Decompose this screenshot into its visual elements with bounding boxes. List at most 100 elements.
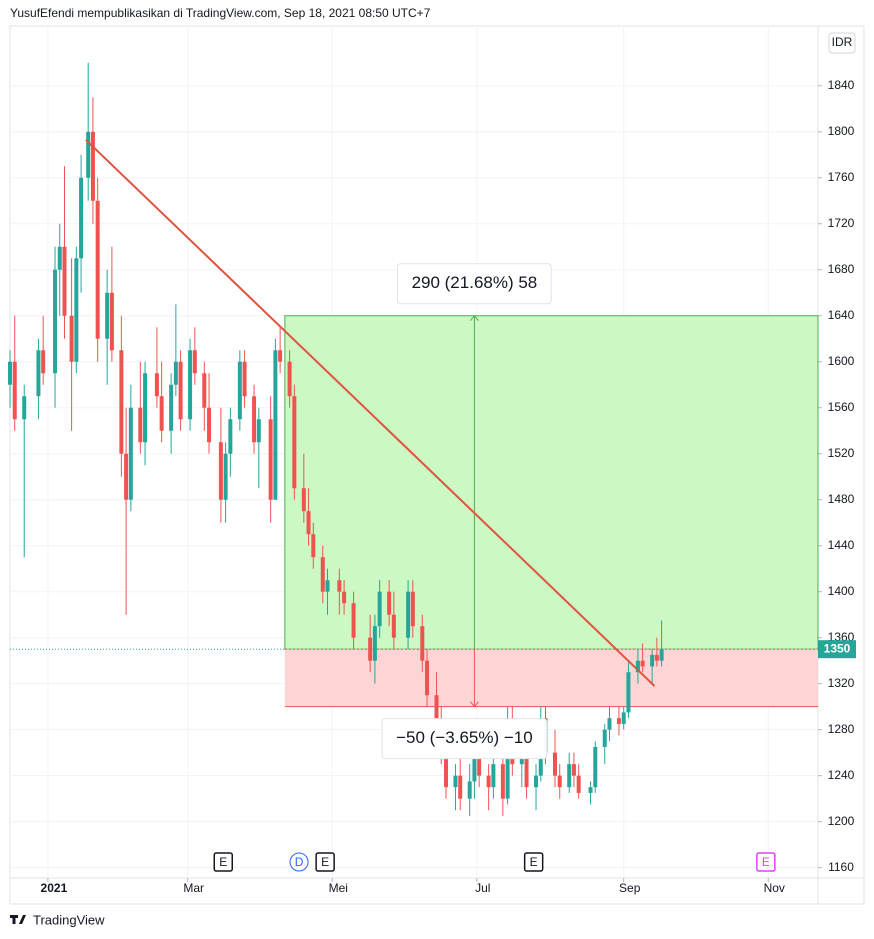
candle-body [57,246,62,270]
profit-zone [284,315,819,650]
candle-body [306,511,311,535]
candle-body [552,752,557,776]
candle-body [588,787,593,793]
candle-body [486,775,491,788]
footer: TradingView [33,912,105,927]
candle-body [654,654,659,661]
candle-body [557,775,562,788]
candle-body [292,396,297,489]
stop-label-box [381,718,548,760]
candle-body [301,488,306,512]
candle-body [567,764,572,788]
candle-body [8,361,12,385]
candle-body [256,419,261,443]
candle-body [105,292,110,339]
target-label-text: 290 (21.68%) 58 [412,273,538,292]
candle-body [467,781,472,799]
candle-body [607,718,612,730]
x-tick-label: Jul [475,881,490,895]
candle-body [602,729,607,747]
event-marker [315,852,335,872]
candle-body [90,131,95,201]
candle-body [128,407,133,500]
event-label: E [762,855,770,869]
trendline [85,139,656,687]
candle-body [287,361,292,397]
candle-body [593,746,598,788]
candle-body [188,350,193,420]
candle-body [223,453,228,500]
candle-body [387,591,392,615]
candle-body [268,419,273,500]
candle-body [62,246,67,316]
event-label: E [321,855,329,869]
currency: IDR [832,35,853,49]
candle-body [342,591,347,604]
event-marker [756,852,776,872]
stop-label: −50 (−3.65%) −10 [381,718,548,760]
event-label: E [530,855,538,869]
candle-body [178,361,183,420]
candle-body [406,591,411,638]
candle-body [337,580,342,592]
candle-body [425,660,430,696]
event-label: E [219,855,227,869]
y-tick-label: 1480 [828,492,855,506]
candle-body [458,775,463,799]
y-tick-label: 1280 [828,722,855,736]
candle-body [443,752,448,788]
x-tick-label: Mar [183,881,204,895]
candle-body [472,752,477,782]
x-tick-label: 2021 [41,881,68,895]
candle-body [524,752,529,788]
candle-body [278,350,283,362]
candle-body [377,591,382,627]
candle-body [320,557,325,592]
candle-body [86,131,91,178]
candle-body [576,775,581,793]
candle-body [119,350,124,454]
candle-body [571,764,576,776]
event-marker [213,852,234,872]
candle-body [534,775,539,788]
candle-body [173,361,178,385]
candle-body [616,718,621,724]
candle-body [159,396,164,431]
candle-body [659,649,664,661]
candle-body [12,361,17,420]
candle-body [453,775,458,788]
candle-body [192,350,197,374]
target-label: 290 (21.68%) 58 [397,263,552,305]
candle-body [202,373,207,408]
y-tick-label: 1400 [828,584,855,598]
y-tick-label: 1680 [828,262,855,276]
candle-body [228,419,233,454]
event-label: D [295,855,304,869]
target-arrow [470,314,479,650]
y-tick-label: 1520 [828,446,855,460]
candle-body [368,637,373,661]
stop-label-text: −50 (−3.65%) −10 [396,728,533,747]
candle-body [650,654,655,667]
stop-arrow [470,649,479,708]
candle-body [491,764,496,788]
header: YusufEfendi mempublikasikan di TradingVi… [10,6,431,20]
x-tick-label: Sep [619,881,641,895]
candle-body [434,695,439,730]
y-tick-label: 1320 [828,676,855,690]
candle-body [143,373,148,443]
candle-body [95,200,100,339]
candle-body [325,580,330,592]
candle-body [640,660,645,667]
candle-body [124,453,129,500]
candle-body [242,361,247,397]
candle-body [169,384,174,431]
logo: TradingView [10,912,105,927]
y-tick-label: 1440 [828,538,855,552]
last-price-tag [818,640,856,659]
candle-body [410,591,415,627]
candle-body [273,350,278,500]
y-tick-label: 1800 [828,124,855,138]
y-tick-label: 1760 [828,170,855,184]
currency-box [828,32,856,54]
